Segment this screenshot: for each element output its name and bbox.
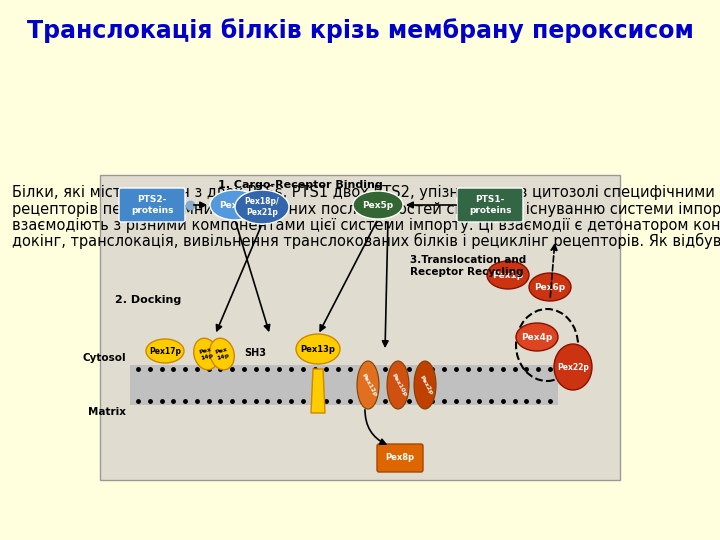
Text: PTS2-
proteins: PTS2- proteins [131,195,174,215]
Ellipse shape [146,339,184,363]
Ellipse shape [387,361,409,409]
Ellipse shape [357,361,379,409]
Ellipse shape [554,344,592,390]
Text: Pex22p: Pex22p [557,362,589,372]
Text: Pex13p: Pex13p [300,345,336,354]
Text: 2. Docking: 2. Docking [115,295,181,305]
Ellipse shape [296,334,340,364]
Text: Pex
14p: Pex 14p [198,347,214,361]
FancyBboxPatch shape [119,188,185,222]
Text: Pex17p: Pex17p [149,347,181,355]
Text: Pex8p: Pex8p [385,454,415,462]
Text: взаємодіють з різними компонентами цієї системи імпорту. Ці взаємодії є детонато: взаємодіють з різними компонентами цієї … [12,217,720,233]
Text: Pex18p/
Pex21p: Pex18p/ Pex21p [245,197,279,217]
Text: Pex4p: Pex4p [521,333,553,341]
Text: 1. Cargo-Receptor Binding: 1. Cargo-Receptor Binding [217,180,382,190]
Ellipse shape [194,338,218,370]
Text: Pex1p: Pex1p [492,271,523,280]
Ellipse shape [353,191,403,219]
Bar [130,365,558,405]
FancyBboxPatch shape [100,175,620,480]
Text: Pex5p: Pex5p [362,200,394,210]
Text: SH3: SH3 [244,348,266,358]
Text: Matrix: Matrix [88,407,126,417]
Text: Pex
14p: Pex 14p [215,347,230,361]
Text: Pex10p: Pex10p [390,373,408,397]
Ellipse shape [516,323,558,351]
Ellipse shape [210,190,260,220]
FancyBboxPatch shape [377,444,423,472]
Text: 3.Translocation and
Receptor Recycling: 3.Translocation and Receptor Recycling [410,255,526,276]
Text: Pex2p: Pex2p [418,374,433,396]
Text: Pex7p: Pex7p [220,200,251,210]
Text: PTS1-
proteins: PTS1- proteins [469,195,511,215]
Ellipse shape [487,261,529,289]
Ellipse shape [235,190,289,224]
Text: рецепторів пероксисомних сигнальних послідовностей сприяють існуванню системи ім: рецепторів пероксисомних сигнальних посл… [12,201,720,217]
Text: Транслокація білків крізь мембрану пероксисом: Транслокація білків крізь мембрану перок… [27,18,693,43]
Text: Cytosol: Cytosol [82,353,126,363]
Ellipse shape [210,338,234,370]
Text: докінг, транслокація, вивільнення транслокованих білків і рециклінг рецепторів. : докінг, транслокація, вивільнення трансл… [12,233,720,249]
FancyBboxPatch shape [457,188,523,222]
Ellipse shape [529,273,571,301]
Ellipse shape [414,361,436,409]
Text: Білки, які містять один з двох PTSs, PTS1 двох PTS2, упізнаються в цитозолі спец: Білки, які містять один з двох PTSs, PTS… [12,185,720,200]
Text: Pex6p: Pex6p [534,282,566,292]
Text: Pex12p: Pex12p [360,373,378,397]
Polygon shape [311,369,325,413]
